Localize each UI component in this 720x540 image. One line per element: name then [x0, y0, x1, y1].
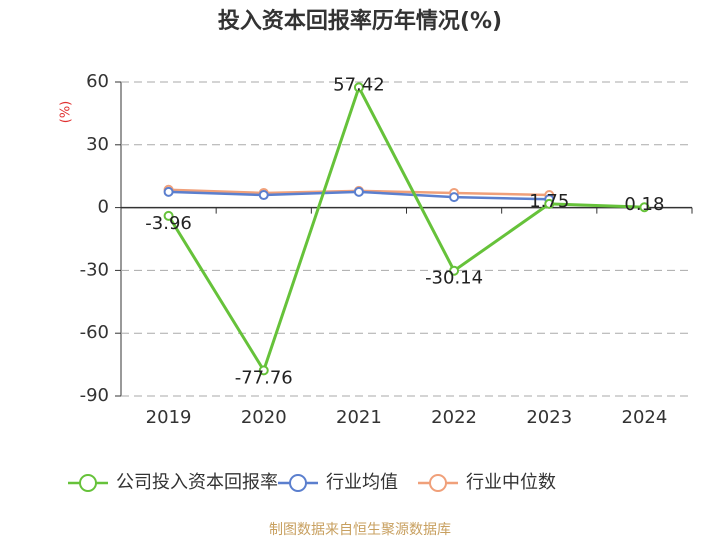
- y-tick-label: -30: [80, 259, 109, 280]
- chart-title: 投入资本回报率历年情况(%): [218, 8, 502, 34]
- x-tick-label: 2019: [146, 407, 192, 428]
- legend-marker: [79, 474, 97, 492]
- y-tick-label: -90: [80, 385, 109, 406]
- data-label: 0.18: [624, 194, 664, 215]
- x-tick-label: 2024: [622, 407, 668, 428]
- y-tick-label: 0: [98, 197, 109, 218]
- legend-label: 行业中位数: [466, 472, 556, 493]
- legend-marker: [429, 474, 447, 492]
- data-point: [258, 365, 269, 376]
- data-point: [449, 265, 460, 276]
- data-point: [163, 210, 174, 221]
- data-label: -3.96: [145, 213, 192, 234]
- x-tick-label: 2023: [526, 407, 572, 428]
- data-point: [544, 198, 555, 209]
- data-point: [258, 190, 269, 201]
- y-tick-label: 60: [86, 71, 109, 92]
- data-point: [449, 192, 460, 203]
- source-note: 制图数据来自恒生聚源数据库: [269, 522, 451, 538]
- data-label: 57.42: [333, 74, 385, 95]
- x-tick-label: 2022: [431, 407, 477, 428]
- data-point: [639, 202, 650, 213]
- x-tick-label: 2020: [241, 407, 287, 428]
- y-tick-label: -60: [80, 322, 109, 343]
- data-label: 1.75: [529, 191, 569, 212]
- data-point: [353, 186, 364, 197]
- series-line: [167, 83, 645, 374]
- x-tick-label: 2021: [336, 407, 382, 428]
- data-point: [353, 82, 364, 93]
- y-tick-label: 30: [86, 134, 109, 155]
- legend-marker: [289, 474, 307, 492]
- data-label: -30.14: [425, 268, 483, 289]
- y-axis-label: (%): [59, 101, 74, 124]
- legend-label: 公司投入资本回报率: [116, 472, 278, 493]
- data-point: [163, 186, 174, 197]
- data-label: -77.76: [235, 367, 293, 388]
- legend-label: 行业均值: [326, 472, 398, 493]
